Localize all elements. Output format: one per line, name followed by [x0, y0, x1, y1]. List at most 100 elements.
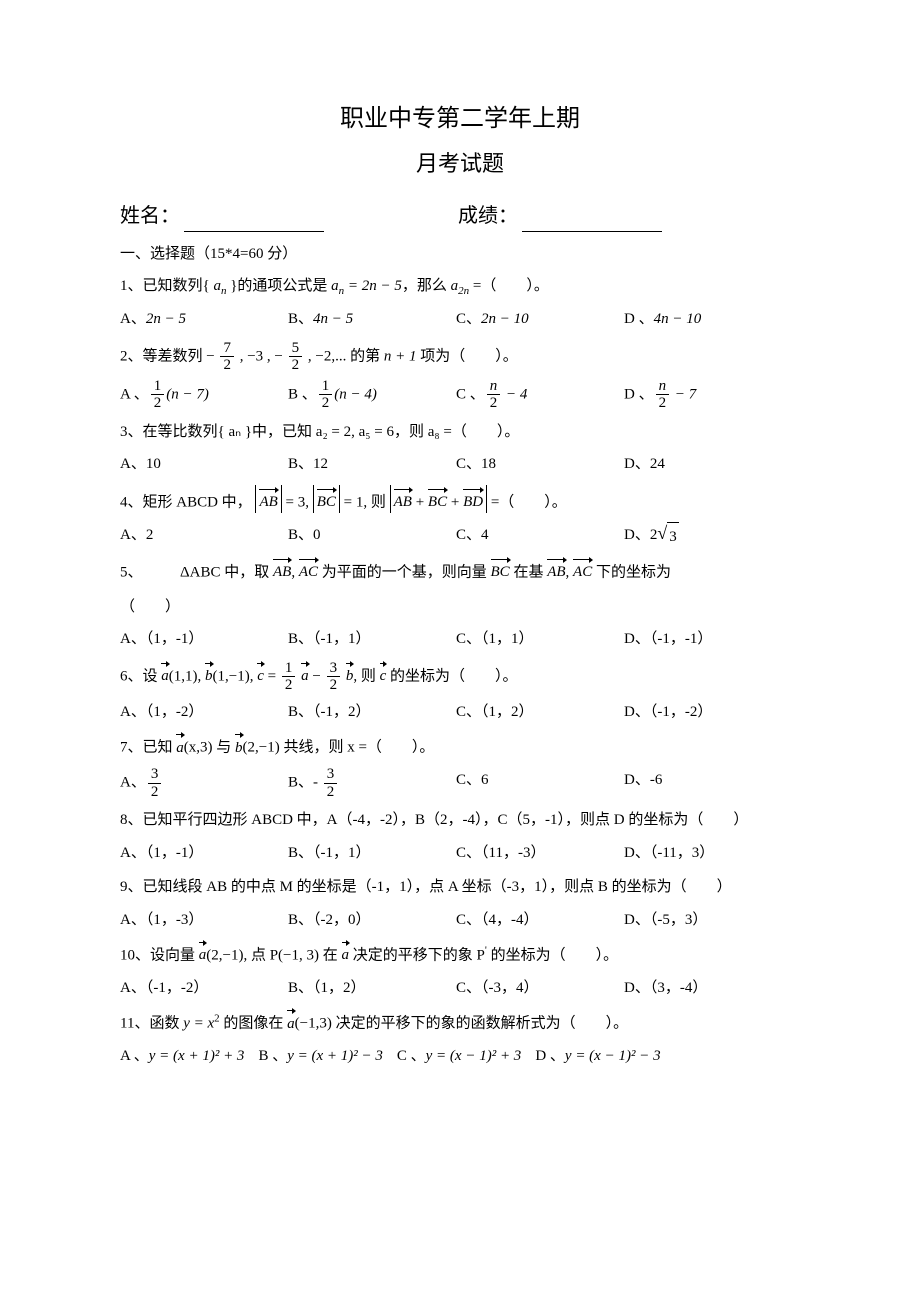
q7-options: A、32 B、- 32 C、6 D、-6	[120, 766, 800, 800]
q2-C-label: C 、	[456, 386, 485, 402]
q2-B-body: (n − 4)	[334, 386, 377, 402]
q3-C: C、18	[456, 450, 616, 479]
q8-A-label: A、	[120, 845, 146, 861]
q11-C-label: C 、	[397, 1048, 426, 1064]
title-sub: 月考试题	[120, 146, 800, 181]
q1-mid: }的通项公式是	[226, 278, 331, 294]
q10-D-label: D、	[624, 980, 650, 996]
q5-C-val: （1，1）	[481, 631, 534, 647]
q7-C-val: 6	[481, 772, 489, 788]
q5-C-label: C、	[456, 631, 481, 647]
q10-options: A、（-1，-2） B、（1，2） C、（-3，4） D、（3，-4）	[120, 974, 800, 1003]
q10-tail: 的坐标为（ ）。	[487, 947, 618, 963]
q9-C-val: （4，-4）	[481, 912, 539, 928]
q4-D-pre: 2	[650, 527, 658, 543]
q6-B-label: B、	[288, 704, 313, 720]
q4-A-val: 2	[146, 527, 154, 543]
q7-D: D、-6	[624, 766, 784, 800]
q7-B-n: 3	[324, 766, 338, 784]
q6-a: a	[161, 661, 169, 684]
q9-B: B、（-2，0）	[288, 906, 448, 935]
q4-abs-ab: AB	[255, 485, 281, 513]
q11-A-label: A 、	[120, 1048, 149, 1064]
q7-D-label: D、	[624, 772, 650, 788]
q5-B: B、（-1，1）	[288, 625, 448, 654]
score-label: 成绩：	[458, 205, 518, 227]
q6-C-val: （1，2）	[481, 704, 534, 720]
q10-D: D、（3，-4）	[624, 974, 784, 1003]
q2-A-d: 2	[151, 395, 165, 412]
q2-C-body: − 4	[502, 386, 527, 402]
q4-abval: = 3,	[282, 494, 313, 510]
q11-A: A 、y = (x + 1)² + 3	[120, 1042, 244, 1071]
question-4: 4、矩形 ABCD 中， AB = 3, BC = 1, 则 AB + BC +…	[120, 485, 800, 517]
q7-b: b	[235, 732, 243, 755]
q2-D-label: D 、	[624, 386, 654, 402]
q7-B-pre: -	[313, 775, 322, 791]
q2-C-n: n	[487, 378, 501, 396]
q11-D: D 、y = (x − 1)² − 3	[535, 1042, 660, 1071]
q10-aval: (2,−1), 点 P(−1, 3) 在	[206, 947, 341, 963]
q1-post: ，那么	[402, 278, 451, 294]
q2-D-d: 2	[656, 395, 670, 412]
q1-C-label: C、	[456, 311, 481, 327]
q10-B-label: B、	[288, 980, 313, 996]
q7-A-label: A、	[120, 775, 146, 791]
q8-options: A、（1，-1） B、（-1，1） C、（11，-3） D、（-11，3）	[120, 839, 800, 868]
q7-a: a	[176, 732, 184, 755]
q11-B: B 、y = (x + 1)² − 3	[258, 1042, 382, 1071]
question-2: 2、等差数列 − 72 , −3 , − 52 , −2,... 的第 n + …	[120, 340, 800, 374]
q10-A-label: A、	[120, 980, 146, 996]
q4-C: C、4	[456, 521, 616, 552]
q2-C: C 、n2 − 4	[456, 378, 616, 412]
q5-D: D、（-1，-1）	[624, 625, 784, 654]
q1-A-label: A、	[120, 311, 146, 327]
q2-lead: 2、等差数列 −	[120, 348, 218, 364]
q8-C-val: （11，-3）	[481, 845, 545, 861]
q2-A-n: 1	[151, 378, 165, 396]
score-blank	[522, 231, 662, 232]
q11-D-label: D 、	[535, 1048, 565, 1064]
q6-bvar: b	[346, 661, 354, 684]
q11-y: y = x	[183, 1016, 214, 1032]
q6-C-label: C、	[456, 704, 481, 720]
q11-mid1: 的图像在	[220, 1016, 288, 1032]
q10-B-val: （1，2）	[313, 980, 366, 996]
q7-lead: 7、已知	[120, 740, 176, 756]
q7-aval: (x,3) 与	[184, 740, 235, 756]
q1-a2n-sub: 2n	[458, 285, 469, 297]
q8-D-val: （-11，3）	[650, 845, 714, 861]
q4-A-label: A、	[120, 527, 146, 543]
q11-a: a	[287, 1008, 295, 1031]
q5-bc: BC	[491, 557, 510, 580]
q5-mid: 为平面的一个基，则向量	[318, 564, 491, 580]
q8-C-label: C、	[456, 845, 481, 861]
q8-B-label: B、	[288, 845, 313, 861]
q2-B-label: B 、	[288, 386, 317, 402]
q5-B-label: B、	[288, 631, 313, 647]
question-9: 9、已知线段 AB 的中点 M 的坐标是（-1，1），点 A 坐标（-3，1），…	[120, 873, 800, 902]
q7-B-d: 2	[324, 784, 338, 801]
q1-A: A、2n − 5	[120, 305, 280, 334]
q1-options: A、2n − 5 B、4n − 5 C、2n − 10 D 、4n − 10	[120, 305, 800, 334]
name-blank	[184, 231, 324, 232]
section1-header: 一、选择题（15*4=60 分）	[120, 242, 800, 266]
q1-C-val: 2n − 10	[481, 311, 529, 327]
q8-B-val: （-1，1）	[313, 845, 371, 861]
q2-f1d: 2	[220, 357, 234, 374]
q5-C: C、（1，1）	[456, 625, 616, 654]
q1-eq: an = 2n − 5	[331, 278, 402, 294]
q9-D-val: （-5，3）	[650, 912, 708, 928]
q7-B: B、- 32	[288, 766, 448, 800]
q6-lead: 6、设	[120, 668, 161, 684]
q2-options: A 、12(n − 7) B 、12(n − 4) C 、n2 − 4 D 、n…	[120, 378, 800, 412]
q2-B-d: 2	[319, 395, 333, 412]
q1-tail: =（ ）。	[469, 278, 549, 294]
q5-ab2: AB	[547, 557, 565, 580]
q4-s2: BC	[428, 487, 447, 510]
q8-B: B、（-1，1）	[288, 839, 448, 868]
q1-C: C、2n − 10	[456, 305, 616, 334]
q4-lead: 4、矩形 ABCD 中，	[120, 494, 252, 510]
q1-D-val: 4n − 10	[654, 311, 702, 327]
q2-A-body: (n − 7)	[166, 386, 209, 402]
